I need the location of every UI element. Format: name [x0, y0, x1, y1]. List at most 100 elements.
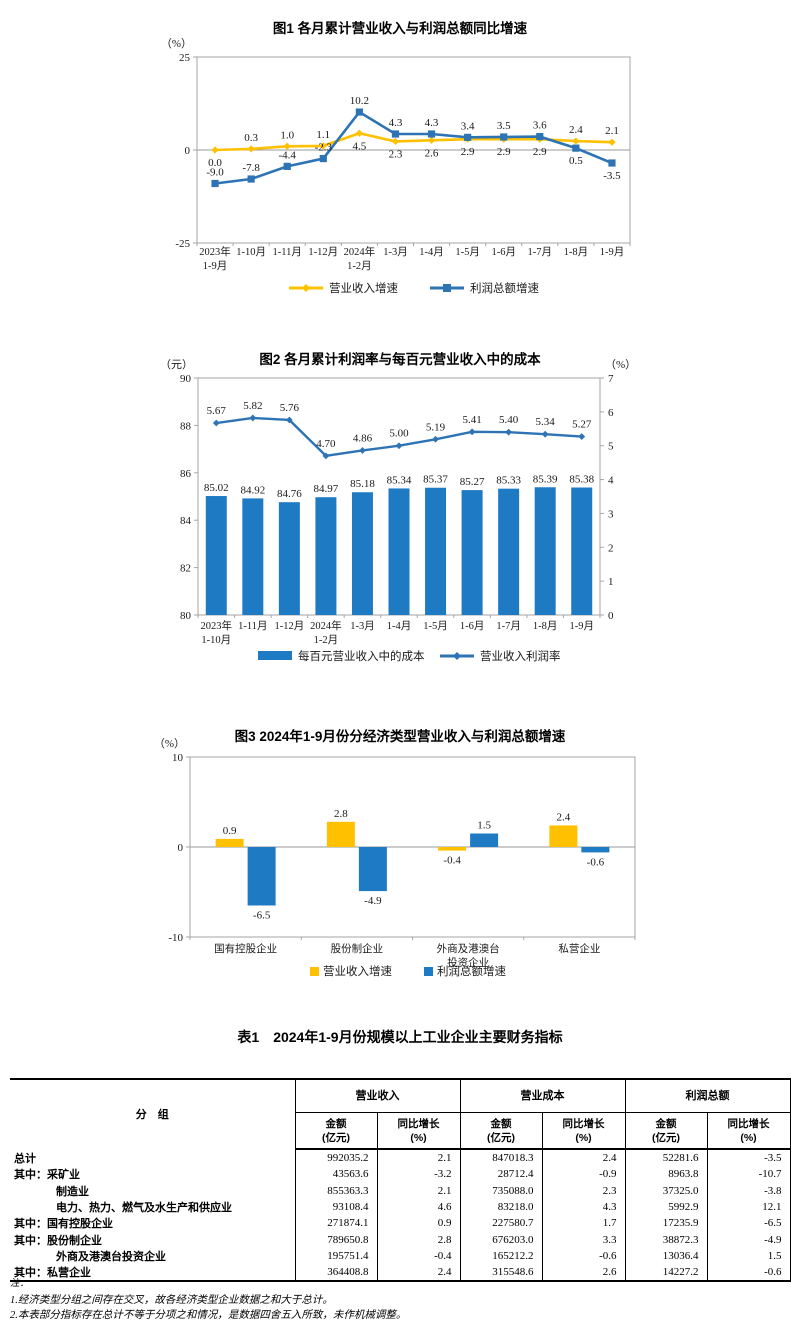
- col-header-amount: 金额 (亿元): [459, 1112, 542, 1150]
- legend-marker: [453, 652, 461, 660]
- data-label: 4.3: [425, 117, 439, 129]
- col-header-cost: 营业成本: [459, 1079, 625, 1113]
- cell-value: 93108.4: [294, 1198, 377, 1216]
- data-label: 4.5: [353, 140, 367, 152]
- data-point: [249, 414, 257, 422]
- axis-category-label: 1-5月: [455, 246, 480, 258]
- data-point: [536, 133, 544, 141]
- data-point: [427, 130, 436, 138]
- growth-bar: [215, 838, 244, 847]
- financial-table: 分 组 营业收入 营业成本 利润总额 金额 (亿元) 同比增长 (%) 金额 (…: [10, 1078, 791, 1283]
- axis-category-label: 1-4月: [387, 620, 412, 632]
- data-point: [212, 419, 220, 427]
- data-label: 2.1: [605, 125, 619, 137]
- data-point: [359, 447, 366, 454]
- axis-category-label: 1-12月: [274, 620, 304, 632]
- col-header-profit: 利润总额: [624, 1079, 790, 1113]
- cell-value: 195751.4: [294, 1247, 377, 1265]
- legend-label: 每百元营业收入中的成本: [298, 649, 425, 663]
- axis-category-label: 1-9月: [569, 620, 594, 632]
- row-label: 其中：股份制企业: [14, 1234, 102, 1247]
- cell-value: 17235.9: [624, 1215, 707, 1232]
- data-label: 3.6: [533, 120, 547, 132]
- cell-value: 83218.0: [459, 1198, 542, 1216]
- axis-category-label: 1-8月: [533, 620, 558, 632]
- row-label: 其中：采矿业: [14, 1169, 80, 1182]
- axis-category-label: 国有控股企业: [214, 942, 277, 955]
- y2-tick-label: 5: [608, 441, 614, 453]
- axis-category-label: 2023年 1-9月: [199, 245, 231, 272]
- data-label: -4.9: [364, 895, 382, 907]
- axis-category-label: 1-7月: [528, 246, 553, 258]
- cost-bar: [534, 487, 556, 615]
- data-label: -2.3: [315, 142, 333, 154]
- y-tick-label: 0: [185, 145, 191, 157]
- cell-value: 14227.2: [624, 1264, 707, 1282]
- axis-category-label: 2023年 1-10月: [201, 619, 233, 646]
- growth-bar: [470, 833, 499, 847]
- data-label: -0.6: [587, 856, 605, 868]
- notes-heading: 注：: [10, 1279, 30, 1289]
- data-point: [578, 433, 586, 440]
- cell-value: -0.6: [706, 1264, 790, 1282]
- data-point: [285, 416, 293, 424]
- bar-label: 85.02: [204, 482, 229, 494]
- data-label: 2.9: [533, 146, 547, 158]
- data-point: [541, 430, 549, 438]
- data-label: 5.67: [207, 405, 227, 417]
- legend-marker: [302, 284, 310, 292]
- axis-category-label: 1-9月: [600, 246, 625, 258]
- y2-tick-label: 3: [608, 508, 614, 520]
- data-label: 1.1: [316, 129, 330, 141]
- col-header-growth: 同比增长 (%): [706, 1112, 790, 1150]
- legend-swatch: [310, 967, 319, 976]
- data-point: [283, 162, 291, 170]
- axis-category-label: 1-7月: [496, 620, 521, 632]
- bar-label: 85.39: [533, 473, 558, 485]
- table-row: 总计 992035.2 2.1 847018.3 2.4 52281.6 -3.5: [10, 1149, 790, 1167]
- cell-value: 8963.8: [624, 1166, 707, 1183]
- cost-bar: [351, 492, 373, 615]
- table-row: 电力、热力、燃气及水生产和供应业 93108.4 4.6 83218.0 4.3 5992…: [10, 1198, 790, 1216]
- cell-value: 2.3: [541, 1182, 625, 1199]
- cell-value: 2.4: [541, 1149, 625, 1167]
- cell-value: 227580.7: [459, 1215, 542, 1232]
- axis-category-label: 1-5月: [423, 620, 448, 632]
- y2-tick-label: 2: [608, 542, 614, 554]
- cell-value: -6.5: [706, 1215, 790, 1232]
- data-label: 3.4: [461, 120, 475, 132]
- cell-value: 2.4: [376, 1264, 460, 1282]
- legend-marker: [443, 284, 451, 292]
- data-label: 0.3: [244, 132, 258, 144]
- axis-category-label: 1-8月: [564, 246, 589, 258]
- legend-label: 利润总额增速: [470, 281, 539, 295]
- data-label: 0.5: [569, 155, 583, 167]
- y-tick-label: -10: [168, 932, 183, 944]
- col-header-amount: 金额 (亿元): [624, 1112, 707, 1150]
- axis-category-label: 2024年 1-2月: [344, 245, 376, 272]
- data-point: [247, 145, 255, 153]
- cost-bar: [315, 497, 337, 615]
- col-header-amount: 金额 (亿元): [294, 1112, 377, 1150]
- col-header-revenue: 营业收入: [294, 1079, 460, 1113]
- axis-category-label: 1-12月: [308, 246, 338, 258]
- data-label: 4.70: [316, 438, 336, 450]
- axis-category-label: 1-4月: [419, 246, 444, 258]
- table-row: 其中：股份制企业 789650.8 2.8 676203.0 3.3 38872.3 -4.…: [10, 1231, 790, 1248]
- data-label: -3.5: [603, 170, 621, 182]
- y-tick-label: 90: [180, 373, 192, 385]
- legend-label: 营业收入增速: [323, 964, 392, 978]
- data-point: [432, 435, 439, 443]
- cell-value: 1.5: [706, 1247, 790, 1265]
- y-tick-label: 88: [180, 420, 192, 432]
- data-point: [322, 452, 330, 460]
- cell-value: 2.1: [376, 1182, 460, 1199]
- data-point: [464, 133, 472, 141]
- data-label: 2.6: [425, 147, 439, 159]
- cell-value: 847018.3: [459, 1149, 542, 1167]
- growth-bar: [581, 847, 610, 853]
- data-label: -7.8: [242, 162, 260, 174]
- y-tick-label: -25: [175, 238, 190, 250]
- y-tick-label: 10: [172, 752, 184, 764]
